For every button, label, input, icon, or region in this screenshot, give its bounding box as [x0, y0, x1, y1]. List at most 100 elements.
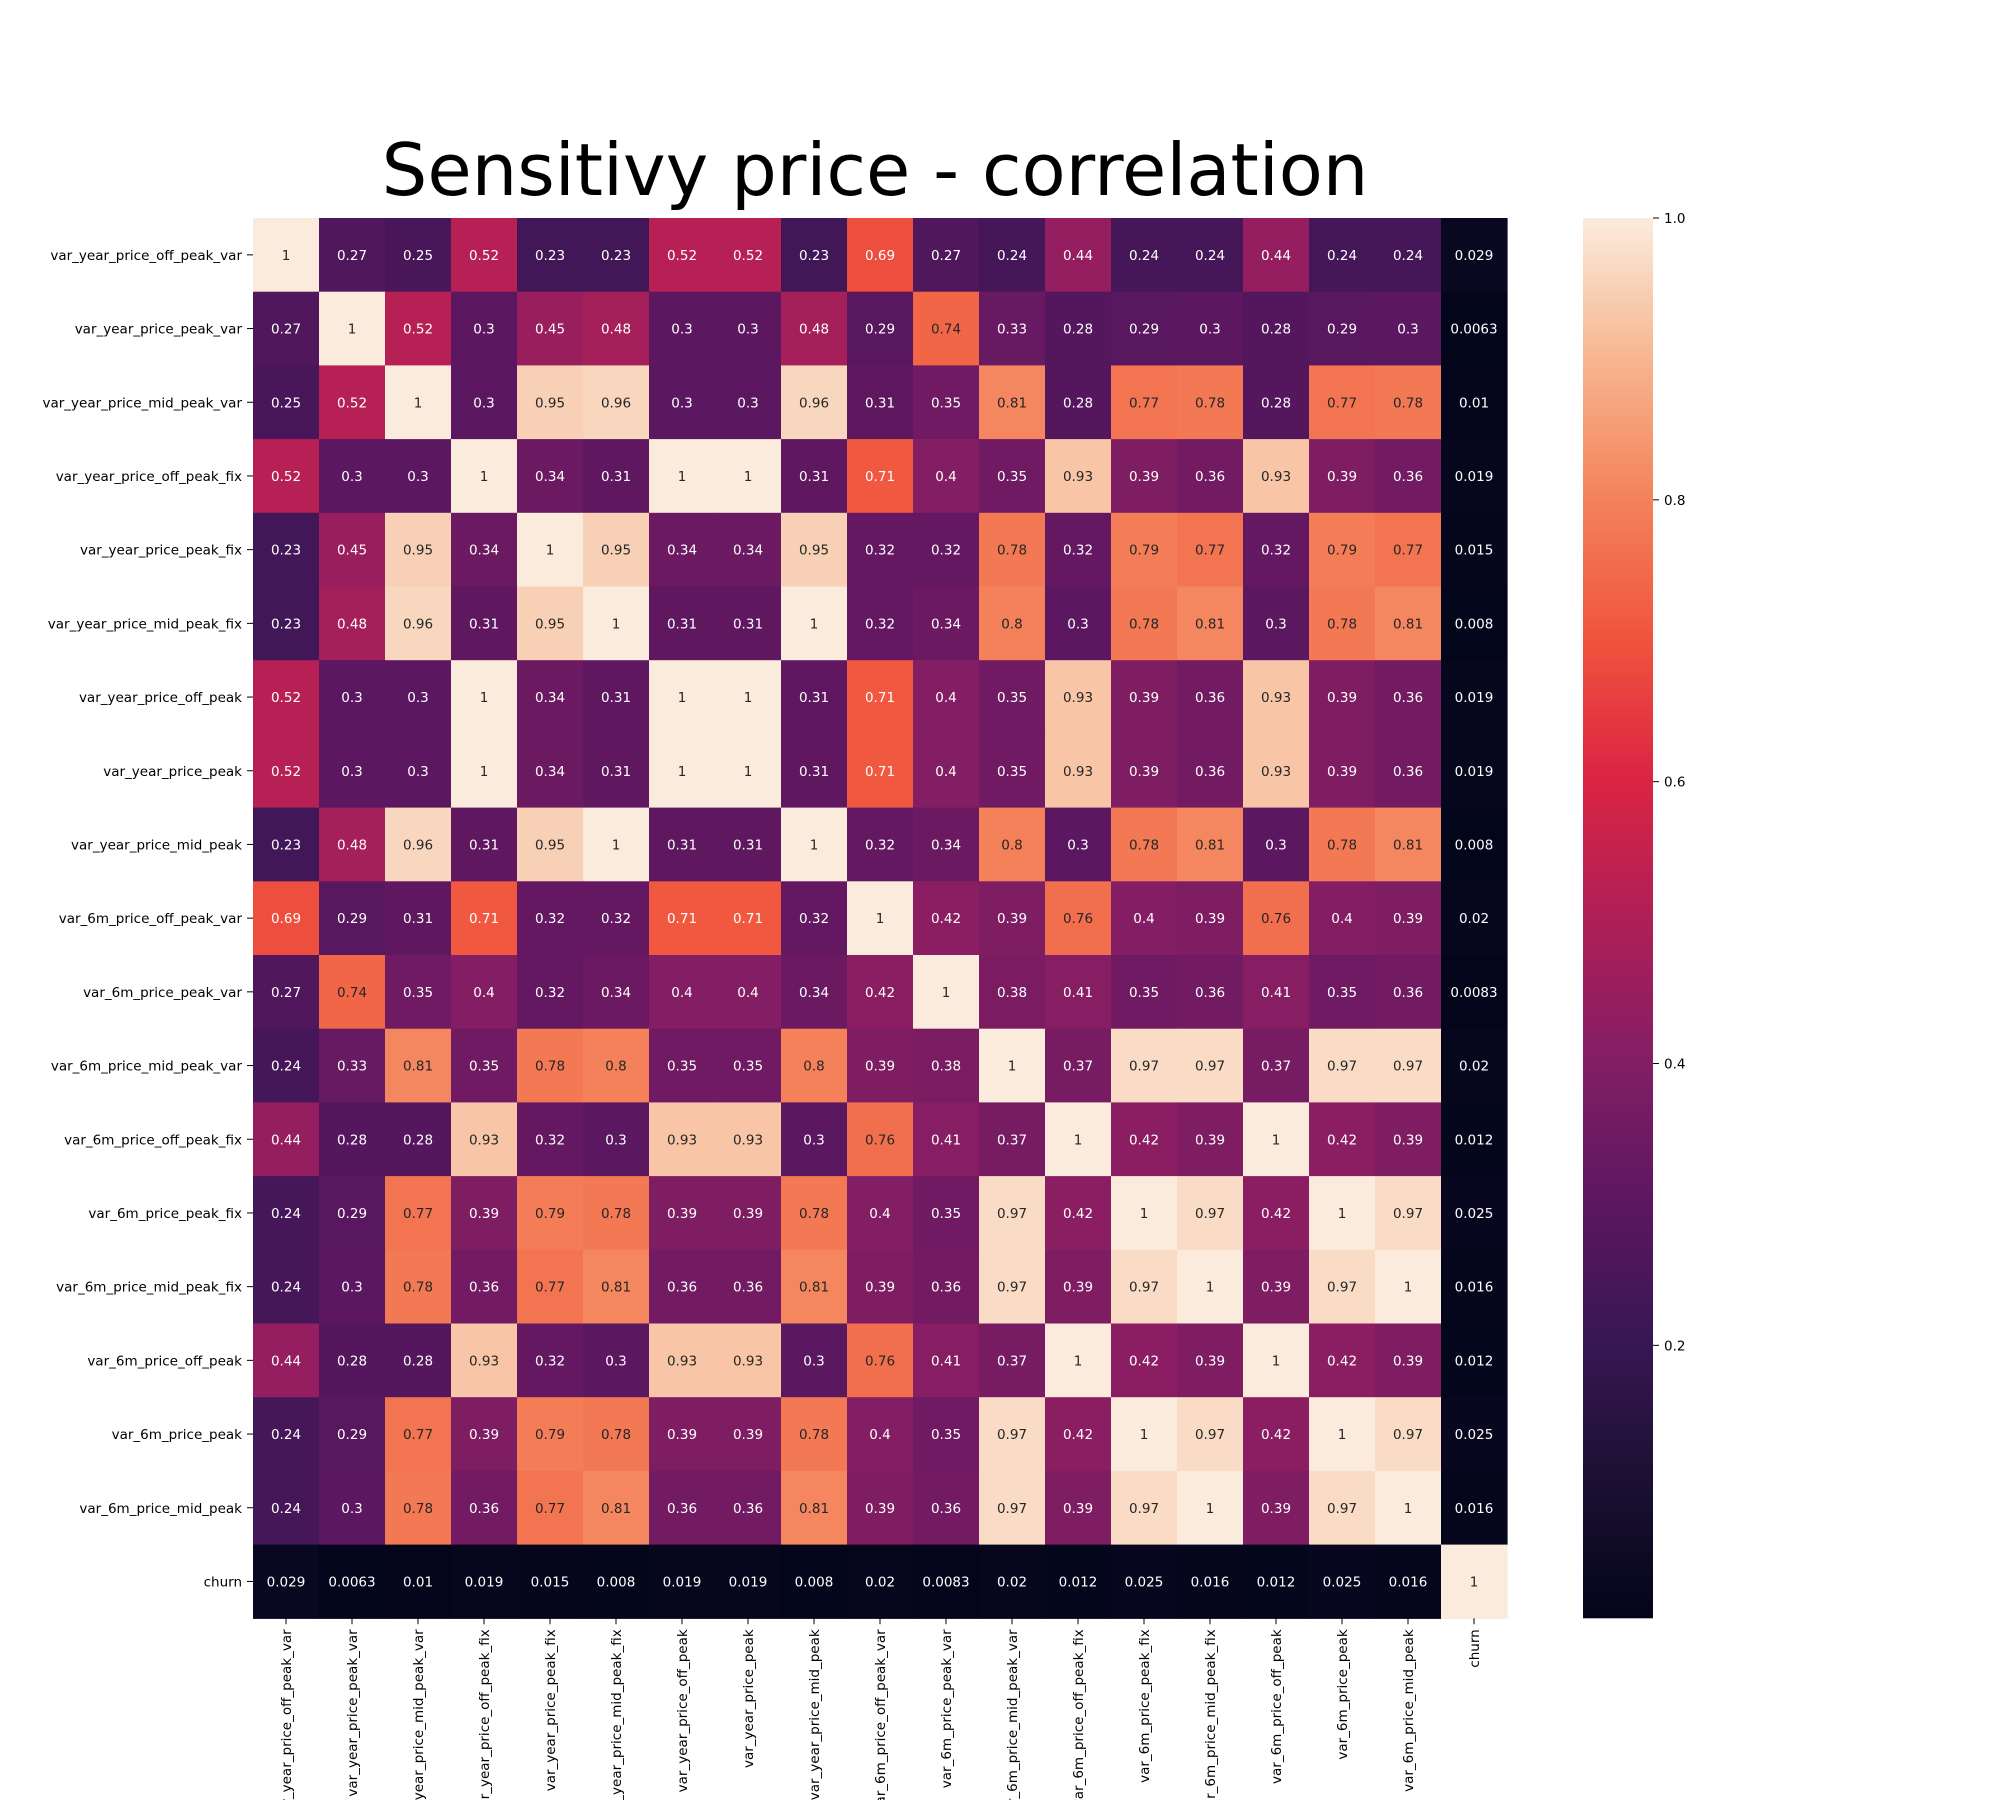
heatmap-cell [1309, 512, 1376, 588]
cell-annotation: 0.78 [1129, 837, 1159, 853]
cell-annotation: 0.77 [403, 1427, 433, 1443]
cell-annotation: 0.97 [997, 1501, 1027, 1517]
heatmap-cell [1441, 733, 1508, 809]
cell-annotation: 0.025 [1455, 1206, 1494, 1222]
cell-annotation: 0.25 [403, 248, 433, 264]
cell-annotation: 0.31 [469, 616, 499, 632]
cell-annotation: 0.8 [1001, 837, 1022, 853]
cell-annotation: 0.36 [1393, 764, 1423, 780]
cell-annotation: 0.69 [865, 248, 895, 264]
heatmap-cell [1375, 660, 1442, 735]
heatmap-cell [1441, 1323, 1508, 1398]
cell-annotation: 0.78 [1129, 616, 1159, 632]
x-tick-label: var_6m_price_mid_peak_var [1005, 1629, 1021, 1800]
cell-annotation: 1 [1404, 1501, 1413, 1517]
heatmap-cell [1177, 881, 1244, 956]
cell-annotation: 1 [1008, 1059, 1017, 1075]
cell-annotation: 0.28 [337, 1353, 367, 1369]
cell-annotation: 0.42 [1063, 1206, 1093, 1222]
heatmap-cell [583, 1102, 650, 1177]
heatmap-cell [1177, 1249, 1244, 1325]
cell-annotation: 0.42 [931, 911, 961, 927]
cell-annotation: 0.78 [601, 1206, 631, 1222]
heatmap-cell [1243, 1102, 1310, 1177]
heatmap-cell [1243, 1176, 1310, 1251]
heatmap-cell [1243, 291, 1310, 366]
heatmap-cell [1111, 218, 1178, 293]
heatmap-cell [1111, 1028, 1178, 1103]
heatmap-cell [253, 218, 320, 293]
heatmap-cell [1441, 365, 1508, 440]
heatmap-cell [451, 291, 518, 366]
cell-annotation: 0.35 [997, 764, 1027, 780]
cell-annotation: 0.8 [1001, 616, 1022, 632]
y-tick-label: churn [204, 1574, 242, 1590]
heatmap-cell [385, 1102, 452, 1177]
cell-annotation: 0.35 [667, 1059, 697, 1075]
cell-annotation: 0.28 [1063, 322, 1093, 338]
cell-annotation: 0.74 [337, 985, 367, 1001]
heatmap-cell [715, 1102, 782, 1177]
cell-annotation: 0.27 [271, 322, 301, 338]
heatmap-cell [1177, 218, 1244, 293]
cell-annotation: 0.02 [997, 1574, 1027, 1590]
cell-annotation: 0.24 [271, 1059, 301, 1075]
cell-annotation: 0.97 [1129, 1280, 1159, 1296]
cell-annotation: 0.77 [1129, 395, 1159, 411]
heatmap-cell [385, 439, 452, 514]
y-tick-label: var_year_price_off_peak [79, 690, 242, 706]
heatmap-cells [253, 218, 1508, 1619]
cell-annotation: 1 [612, 837, 621, 853]
heatmap-cell [913, 365, 980, 440]
heatmap-cell [385, 512, 452, 588]
cell-annotation: 0.31 [601, 469, 631, 485]
cell-annotation: 0.71 [865, 469, 895, 485]
heatmap-cell [1111, 1249, 1178, 1325]
heatmap-cell [1111, 1323, 1178, 1398]
heatmap-cell [979, 218, 1046, 293]
cell-annotation: 0.34 [931, 837, 961, 853]
heatmap-cell [1243, 586, 1310, 661]
heatmap-cell [1045, 586, 1112, 661]
heatmap-cell [253, 807, 320, 882]
cell-annotation: 0.44 [1261, 248, 1291, 264]
cell-annotation: 0.34 [799, 985, 829, 1001]
cell-annotation: 0.44 [271, 1132, 301, 1148]
cell-annotation: 0.96 [799, 395, 829, 411]
heatmap-cell [1441, 1397, 1508, 1472]
heatmap-cell [451, 1470, 518, 1546]
cell-annotation: 0.79 [535, 1427, 565, 1443]
heatmap-cell [517, 512, 584, 588]
cell-annotation: 0.52 [271, 764, 301, 780]
x-tick-label: var_year_price_mid_peak [807, 1629, 823, 1800]
cell-annotation: 0.3 [1265, 616, 1286, 632]
cell-annotation: 0.77 [1195, 543, 1225, 559]
heatmap-cell [1309, 881, 1376, 956]
y-tick-label: var_6m_price_peak [112, 1427, 243, 1443]
cell-annotation: 0.52 [337, 395, 367, 411]
heatmap-cell [649, 1470, 716, 1546]
cell-annotation: 0.39 [865, 1059, 895, 1075]
cell-annotation: 1 [1140, 1427, 1149, 1443]
heatmap-cell [1375, 733, 1442, 809]
heatmap-cell [451, 439, 518, 514]
heatmap-cell [517, 439, 584, 514]
cell-annotation: 0.37 [1063, 1059, 1093, 1075]
cell-annotation: 0.24 [271, 1206, 301, 1222]
cell-annotation: 0.4 [737, 985, 758, 1001]
heatmap-cell [1111, 807, 1178, 882]
cell-annotation: 0.95 [535, 616, 565, 632]
cell-annotation: 0.36 [469, 1280, 499, 1296]
cell-annotation: 1 [678, 469, 687, 485]
heatmap-cell [847, 1397, 914, 1472]
cell-annotation: 0.41 [931, 1132, 961, 1148]
cell-annotation: 0.52 [667, 248, 697, 264]
heatmap-cell [649, 660, 716, 735]
cell-annotation: 0.34 [601, 985, 631, 1001]
heatmap-cell [1375, 1323, 1442, 1398]
cell-annotation: 1 [612, 616, 621, 632]
heatmap-cell [385, 1176, 452, 1251]
x-tick-label: var_6m_price_peak_fix [1137, 1629, 1153, 1783]
cell-annotation: 0.3 [341, 1501, 362, 1517]
heatmap-cell [583, 1323, 650, 1398]
